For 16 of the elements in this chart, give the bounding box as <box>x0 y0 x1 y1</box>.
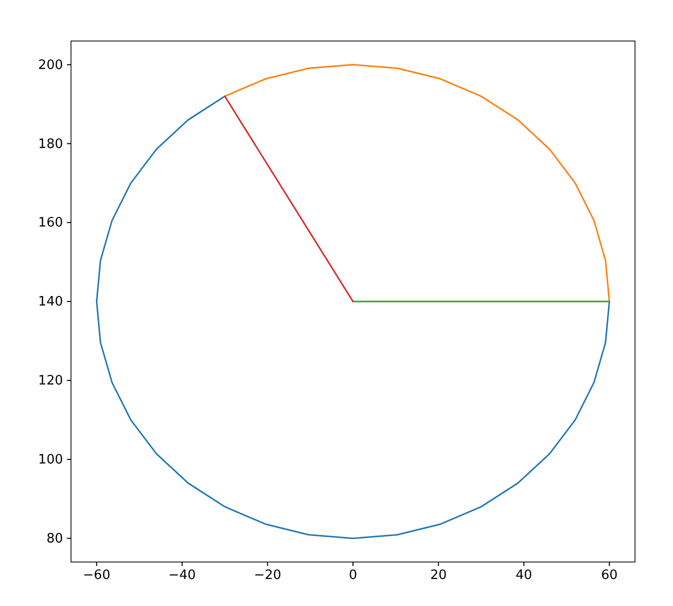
x-tick-label: 20 <box>430 568 447 584</box>
y-tick-label: 160 <box>38 216 63 231</box>
y-tick-label: 200 <box>38 58 63 73</box>
x-tick-label: 0 <box>348 568 358 584</box>
y-tick-label: 120 <box>38 374 63 389</box>
x-tick-label: 40 <box>516 568 532 584</box>
line-series <box>96 96 610 540</box>
y-tick-label: 100 <box>38 452 63 468</box>
y-tick-label: 140 <box>38 294 63 310</box>
y-tick-label: 80 <box>46 531 63 546</box>
y-tick-label: 180 <box>38 136 63 152</box>
x-tick-label: −40 <box>168 568 196 584</box>
x-tick-label: 60 <box>601 568 618 584</box>
line-series <box>224 64 610 302</box>
x-tick-label: −20 <box>254 568 282 584</box>
x-tick-label: −60 <box>82 568 110 584</box>
